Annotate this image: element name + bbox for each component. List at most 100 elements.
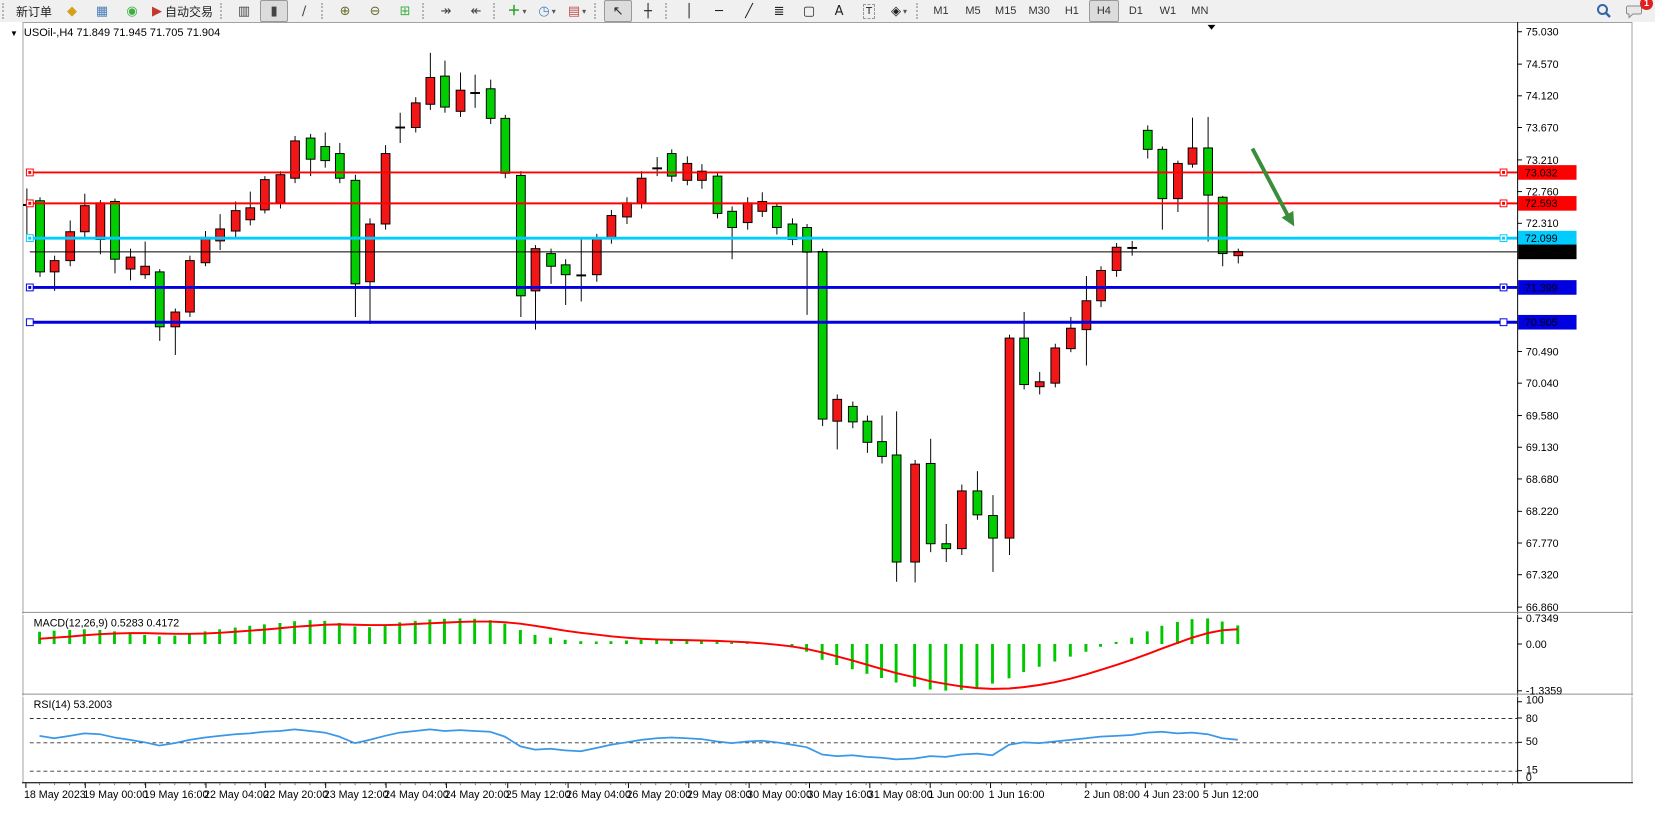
- new-order-label: 新订单: [16, 4, 53, 19]
- zoom-in-button[interactable]: ⊕: [339, 3, 351, 19]
- line-handle[interactable]: [25, 318, 34, 327]
- price-tag: 72.593: [1525, 198, 1558, 210]
- time-axis-label: 19 May 00:00: [83, 789, 148, 801]
- hlines-layer: [25, 165, 1577, 330]
- time-axis-label: 24 May 04:00: [384, 789, 449, 801]
- price-axis-label: 72.760: [1526, 186, 1559, 198]
- collapse-triangle-icon[interactable]: ▼: [10, 28, 18, 38]
- timeframe-h1[interactable]: H1: [1064, 5, 1079, 17]
- timeframe-m1[interactable]: M1: [933, 5, 949, 17]
- cursor-button[interactable]: ↖: [604, 0, 633, 22]
- price-axis-label: 74.570: [1526, 59, 1559, 71]
- chat-badge: 1: [1640, 0, 1653, 10]
- chevron-down-icon[interactable]: ▾: [903, 6, 908, 16]
- autotrade-icon: ▶: [152, 3, 163, 19]
- chart-title-text: USOil-,H4 71.849 71.945 71.705 71.904: [23, 27, 221, 39]
- timeframe-w1[interactable]: W1: [1159, 5, 1177, 17]
- label-tool-button[interactable]: T: [855, 0, 883, 22]
- timeframe-d1[interactable]: D1: [1128, 5, 1143, 17]
- autotrade-button[interactable]: ▶ 自动交易: [148, 0, 217, 22]
- line-chart-button[interactable]: ∕: [301, 3, 307, 19]
- rsi-axis-label: 50: [1526, 736, 1538, 748]
- time-axis-label: 22 May 20:00: [263, 789, 328, 801]
- time-axis-label: 2 Jun 08:00: [1084, 789, 1140, 801]
- trendline-button[interactable]: ╱: [745, 3, 753, 19]
- price-axis-label: 70.490: [1526, 346, 1559, 358]
- chat-button[interactable]: 1: [1620, 0, 1653, 22]
- text-tool-button[interactable]: A: [834, 3, 844, 19]
- time-axis-label: 18 May 2023: [24, 789, 86, 801]
- price-axis-label: 74.120: [1526, 91, 1559, 103]
- fibonacci-button[interactable]: ≣: [773, 3, 785, 19]
- rsi-axis-label: 100: [1526, 694, 1544, 706]
- template-button[interactable]: ▤ ▾: [567, 3, 587, 19]
- macd-label: MACD(12,26,9) 0.5283 0.4172: [34, 617, 180, 629]
- new-order-button[interactable]: 新订单: [12, 0, 56, 22]
- toolbar-grip: [2, 3, 9, 19]
- rsi-panel: [29, 701, 1523, 784]
- macd-signal-line: [39, 620, 1238, 690]
- chart-window: 73.032 72.593 72.099 71.399 70.905 71.904 75.0…: [0, 22, 1655, 827]
- macd-axis-label: 0.00: [1526, 639, 1547, 651]
- chart-shift-button[interactable]: ↞: [470, 3, 482, 19]
- chevron-down-icon[interactable]: ▾: [551, 6, 556, 16]
- signals-icon[interactable]: ◉: [126, 3, 138, 19]
- line-handle[interactable]: [1499, 318, 1508, 327]
- time-axis-label: 1 Jun 00:00: [928, 789, 984, 801]
- candles-layer: [22, 52, 1244, 583]
- chart-title: ▼ USOil-,H4 71.849 71.945 71.705 71.904: [10, 27, 220, 39]
- price-axis-label: 75.030: [1526, 27, 1559, 39]
- channel-button[interactable]: ▢: [802, 3, 816, 19]
- chevron-down-icon[interactable]: ▾: [522, 6, 527, 16]
- time-axis-label: 19 May 16:00: [144, 789, 209, 801]
- timeframe-mn[interactable]: MN: [1191, 5, 1209, 17]
- trend-arrow[interactable]: [1250, 147, 1290, 216]
- time-axis-label: 5 Jun 12:00: [1203, 789, 1259, 801]
- price-axis-label: 66.860: [1526, 602, 1559, 614]
- time-axis-label: 22 May 04:00: [204, 789, 269, 801]
- bar-chart-button[interactable]: ▥: [237, 3, 251, 19]
- price-axis-label: 68.220: [1526, 506, 1559, 518]
- tile-windows-button[interactable]: ⊞: [399, 3, 411, 19]
- auto-scroll-button[interactable]: ↠: [440, 3, 452, 19]
- trend-arrow-head: [1281, 210, 1295, 227]
- price-axis-label: 72.310: [1526, 218, 1559, 230]
- price-axis-label: 67.320: [1526, 570, 1559, 582]
- period-button[interactable]: ◷ ▾: [538, 3, 556, 19]
- add-indicator-button[interactable]: ＋ ▾: [507, 3, 527, 19]
- rsi-axis-label: 80: [1526, 713, 1538, 725]
- timeframe-h4[interactable]: H4: [1088, 0, 1119, 22]
- timeframe-m5[interactable]: M5: [965, 5, 981, 17]
- time-axis-label: 30 May 16:00: [808, 789, 873, 801]
- macd-panel: [38, 617, 1523, 692]
- vertical-line-button[interactable]: │: [685, 3, 693, 19]
- time-axis[interactable]: [22, 782, 1633, 789]
- zoom-out-button[interactable]: ⊖: [369, 3, 381, 19]
- timeframe-m30[interactable]: M30: [1028, 5, 1050, 17]
- shapes-button[interactable]: ◈ ▾: [891, 3, 908, 19]
- search-button[interactable]: [1590, 0, 1618, 22]
- price-axis-label: 70.040: [1526, 378, 1559, 390]
- timeframe-bar: M1 M5 M15 M30 H1 H4 D1 W1 MN: [925, 0, 1216, 22]
- horizontal-line-button[interactable]: ─: [715, 3, 723, 19]
- time-axis-label: 30 May 00:00: [747, 789, 812, 801]
- time-axis-label: 26 May 04:00: [566, 789, 631, 801]
- history-center-icon[interactable]: ◆: [67, 3, 78, 19]
- autotrade-label: 自动交易: [165, 4, 214, 19]
- chevron-down-icon[interactable]: ▾: [582, 6, 587, 16]
- candlestick-chart-button[interactable]: ▮: [260, 0, 289, 22]
- crosshair-button[interactable]: ┼: [644, 3, 652, 19]
- scroll-marker-icon[interactable]: [1207, 24, 1216, 30]
- timeframe-m15[interactable]: M15: [995, 5, 1017, 17]
- macd-axis-label: -1.3359: [1526, 686, 1562, 698]
- chart-canvas[interactable]: 73.032 72.593 72.099 71.399 70.905 71.904 75.0…: [0, 22, 1655, 827]
- price-axis-label: 67.770: [1526, 538, 1559, 550]
- time-axis-label: 4 Jun 23:00: [1143, 789, 1199, 801]
- time-axis-label: 29 May 08:00: [687, 789, 752, 801]
- price-tag: 72.099: [1525, 233, 1558, 245]
- time-axis-label: 25 May 12:00: [506, 789, 571, 801]
- macd-axis-label: 0.7349: [1526, 613, 1559, 625]
- price-tag: 73.032: [1525, 167, 1558, 179]
- price-tag: 71.399: [1525, 282, 1558, 294]
- open-window-icon[interactable]: ▦: [95, 3, 109, 19]
